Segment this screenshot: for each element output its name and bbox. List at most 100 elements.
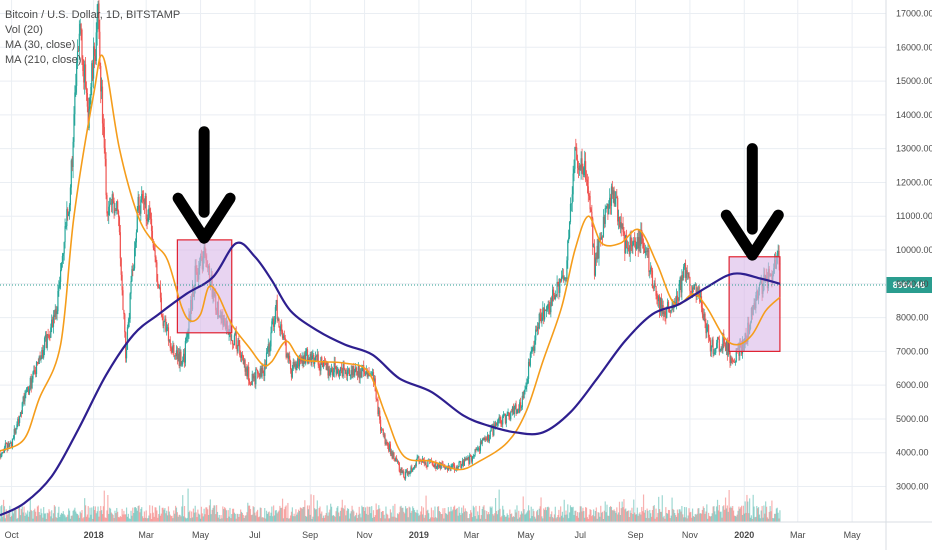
- candle-body: [451, 466, 453, 467]
- volume-bar: [157, 517, 159, 522]
- volume-bar: [622, 507, 624, 522]
- volume-bar: [299, 507, 301, 522]
- volume-bar: [172, 518, 174, 522]
- volume-bar: [585, 507, 588, 522]
- candle-body: [568, 222, 571, 238]
- volume-bar: [412, 506, 414, 522]
- candle-body: [670, 309, 672, 313]
- candle-body: [594, 257, 597, 276]
- candle-body: [109, 203, 112, 205]
- volume-bar: [624, 509, 626, 522]
- volume-bar: [526, 512, 528, 522]
- volume-bar: [560, 515, 563, 522]
- volume-bar: [76, 514, 79, 522]
- candle-body: [546, 307, 548, 310]
- volume-bar: [89, 507, 91, 522]
- candle-body: [139, 210, 141, 214]
- candle-body: [477, 448, 479, 450]
- volume-bar: [525, 513, 527, 522]
- candle-body: [360, 371, 362, 378]
- volume-bar: [241, 513, 244, 522]
- candle-body: [658, 296, 661, 312]
- volume-bar: [438, 510, 441, 522]
- candle-body: [176, 350, 178, 360]
- candle-body: [586, 179, 588, 187]
- volume-bar: [187, 488, 189, 522]
- volume-bar: [499, 508, 501, 522]
- volume-bar: [329, 509, 331, 522]
- candle-body: [306, 349, 308, 352]
- x-axis[interactable]: Oct 2018 Mar May Jul Sep Nov 2019 Mar May Jul Sep No…: [0, 521, 932, 540]
- candle-body: [290, 369, 293, 378]
- volume-bar: [212, 507, 214, 522]
- volume-bar: [199, 514, 201, 522]
- x-tick-label: Oct: [5, 530, 20, 540]
- volume-bar: [489, 506, 491, 522]
- candle-body: [681, 275, 683, 293]
- x-tick-label: 2019: [409, 530, 429, 540]
- volume-bar: [709, 516, 712, 522]
- candle-body: [494, 422, 497, 428]
- volume-indicator-label[interactable]: Vol (20): [5, 24, 43, 36]
- volume-bar: [431, 517, 433, 522]
- candle-body: [642, 236, 644, 244]
- candle-body: [327, 362, 329, 376]
- candle-body: [260, 368, 262, 377]
- candle-body: [73, 114, 75, 142]
- candle-body: [263, 373, 265, 376]
- volume-bar: [251, 514, 253, 522]
- volume-bar: [476, 518, 478, 522]
- volume-bar: [400, 505, 402, 522]
- volume-bar: [256, 511, 258, 522]
- candle-body: [683, 263, 686, 267]
- candle-body: [275, 299, 277, 308]
- volume-bar: [455, 508, 457, 522]
- volume-bar: [459, 512, 461, 522]
- volume-bar: [494, 513, 496, 522]
- candle-body: [56, 311, 58, 314]
- volume-bar: [215, 505, 218, 522]
- volume-bar: [54, 506, 56, 522]
- volume-bar: [184, 517, 187, 522]
- ma30-indicator-label[interactable]: MA (30, close): [5, 39, 76, 51]
- candle-body: [708, 337, 711, 341]
- volume-bar: [683, 517, 685, 522]
- candle-body: [82, 59, 84, 71]
- volume-bar: [496, 514, 498, 522]
- volume-bar: [248, 505, 251, 522]
- candle-body: [590, 209, 592, 212]
- volume-bar: [382, 511, 384, 522]
- candle-body: [43, 337, 46, 351]
- volume-bar: [385, 506, 387, 522]
- candle-body: [63, 242, 65, 254]
- volume-bar: [317, 516, 319, 522]
- y-axis[interactable]: 3000.004000.005000.006000.007000.008000.…: [885, 0, 932, 550]
- volume-bar: [487, 512, 490, 522]
- candle-body: [31, 378, 33, 389]
- volume-bar: [754, 517, 756, 522]
- candle-body: [109, 204, 111, 207]
- volume-bar: [669, 518, 671, 522]
- volume-bar: [165, 513, 167, 522]
- volume-bar: [507, 514, 509, 522]
- candle-body: [648, 250, 650, 273]
- volume-bar: [35, 511, 37, 522]
- volume-bar: [764, 513, 766, 522]
- volume-bar: [120, 516, 122, 522]
- volume-bar: [637, 515, 639, 522]
- ma210-indicator-label[interactable]: MA (210, close): [5, 54, 82, 66]
- volume-bar: [190, 518, 192, 522]
- candle-body: [272, 318, 274, 322]
- volume-bar: [482, 506, 484, 522]
- volume-bar: [315, 509, 318, 522]
- volume-bar: [198, 513, 200, 522]
- volume-bar: [685, 507, 687, 522]
- volume-bar: [79, 511, 81, 522]
- volume-bar: [200, 506, 203, 522]
- candle-body: [592, 218, 594, 247]
- volume-bar: [615, 512, 617, 522]
- volume-bar: [39, 515, 41, 522]
- candle-body: [249, 383, 252, 385]
- symbol-title[interactable]: Bitcoin / U.S. Dollar, 1D, BITSTAMP: [5, 9, 181, 21]
